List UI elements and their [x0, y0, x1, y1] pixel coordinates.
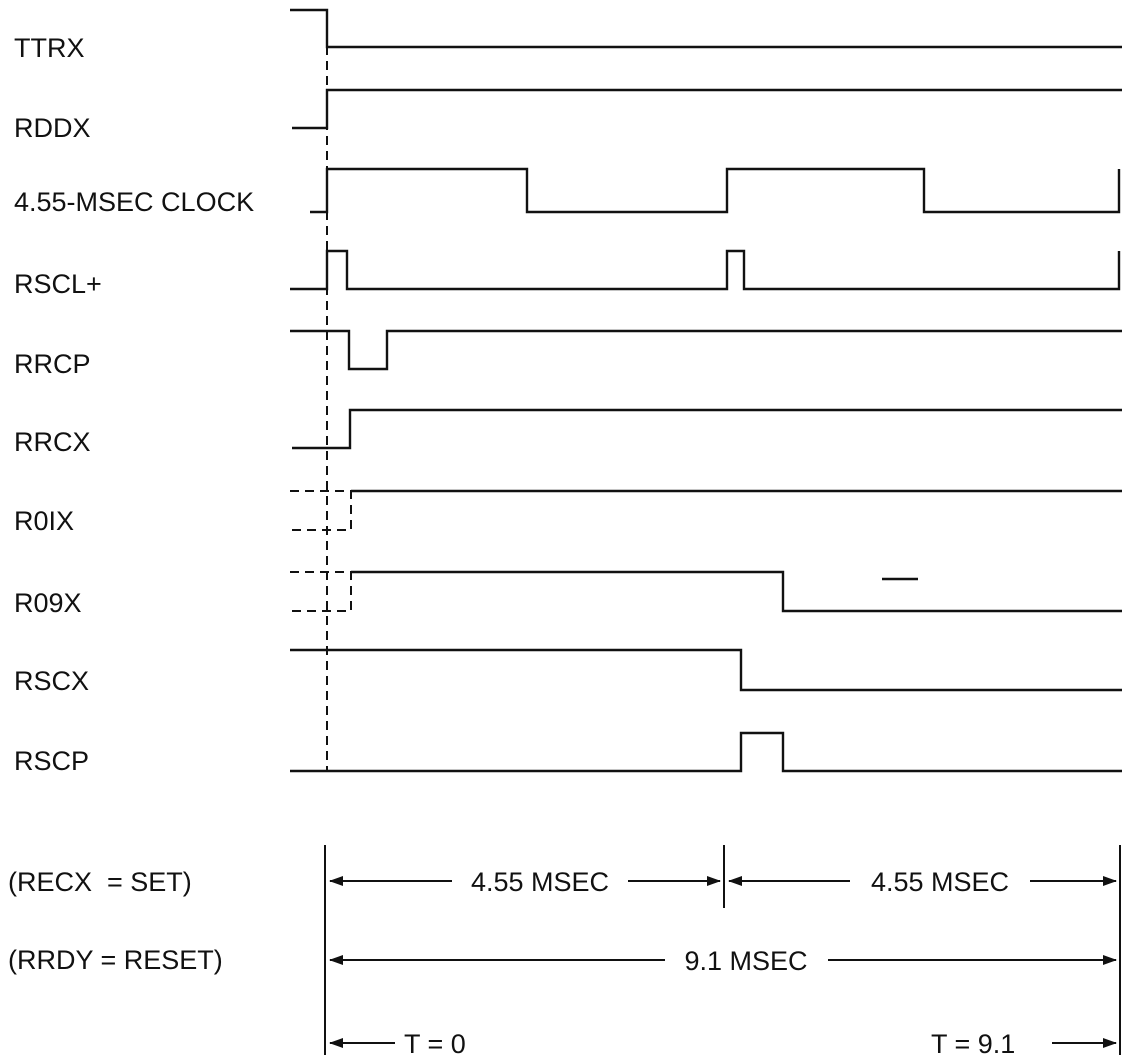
wave-r09x	[351, 570, 1122, 613]
label-r09x: R09X	[14, 588, 82, 618]
wave-r01x-undefined	[290, 490, 352, 531]
label-clock: 4.55-MSEC CLOCK	[14, 187, 254, 217]
dim-second-half-label: 4.55 MSEC	[871, 867, 1009, 897]
wave-rrcp	[290, 329, 1122, 371]
wave-rrcx	[292, 408, 1122, 450]
label-ttrx: TTRX	[14, 33, 85, 63]
wave-rddx	[292, 88, 1122, 130]
label-rrcp: RRCP	[14, 349, 91, 379]
label-rscx: RSCX	[14, 666, 89, 696]
wave-ttrx	[290, 8, 1122, 49]
label-rscl: RSCL+	[14, 269, 102, 299]
condition-rrdy: (RRDY = RESET)	[8, 945, 223, 975]
wave-r09x-undefined	[290, 571, 352, 612]
wave-rscl	[290, 249, 1121, 291]
label-r01x: R0IX	[14, 506, 74, 536]
wave-rscp	[290, 731, 1122, 773]
label-rrcx: RRCX	[14, 427, 91, 457]
label-rscp: RSCP	[14, 746, 89, 776]
t91-label: T = 9.1	[931, 1029, 1015, 1059]
condition-recx: (RECX = SET)	[8, 867, 192, 897]
wave-clock	[310, 167, 1121, 214]
wave-rscx	[290, 648, 1122, 692]
dim-total-label: 9.1 MSEC	[684, 946, 807, 976]
label-rddx: RDDX	[14, 113, 91, 143]
t0-label: T = 0	[404, 1029, 466, 1059]
dim-first-half-label: 4.55 MSEC	[471, 867, 609, 897]
